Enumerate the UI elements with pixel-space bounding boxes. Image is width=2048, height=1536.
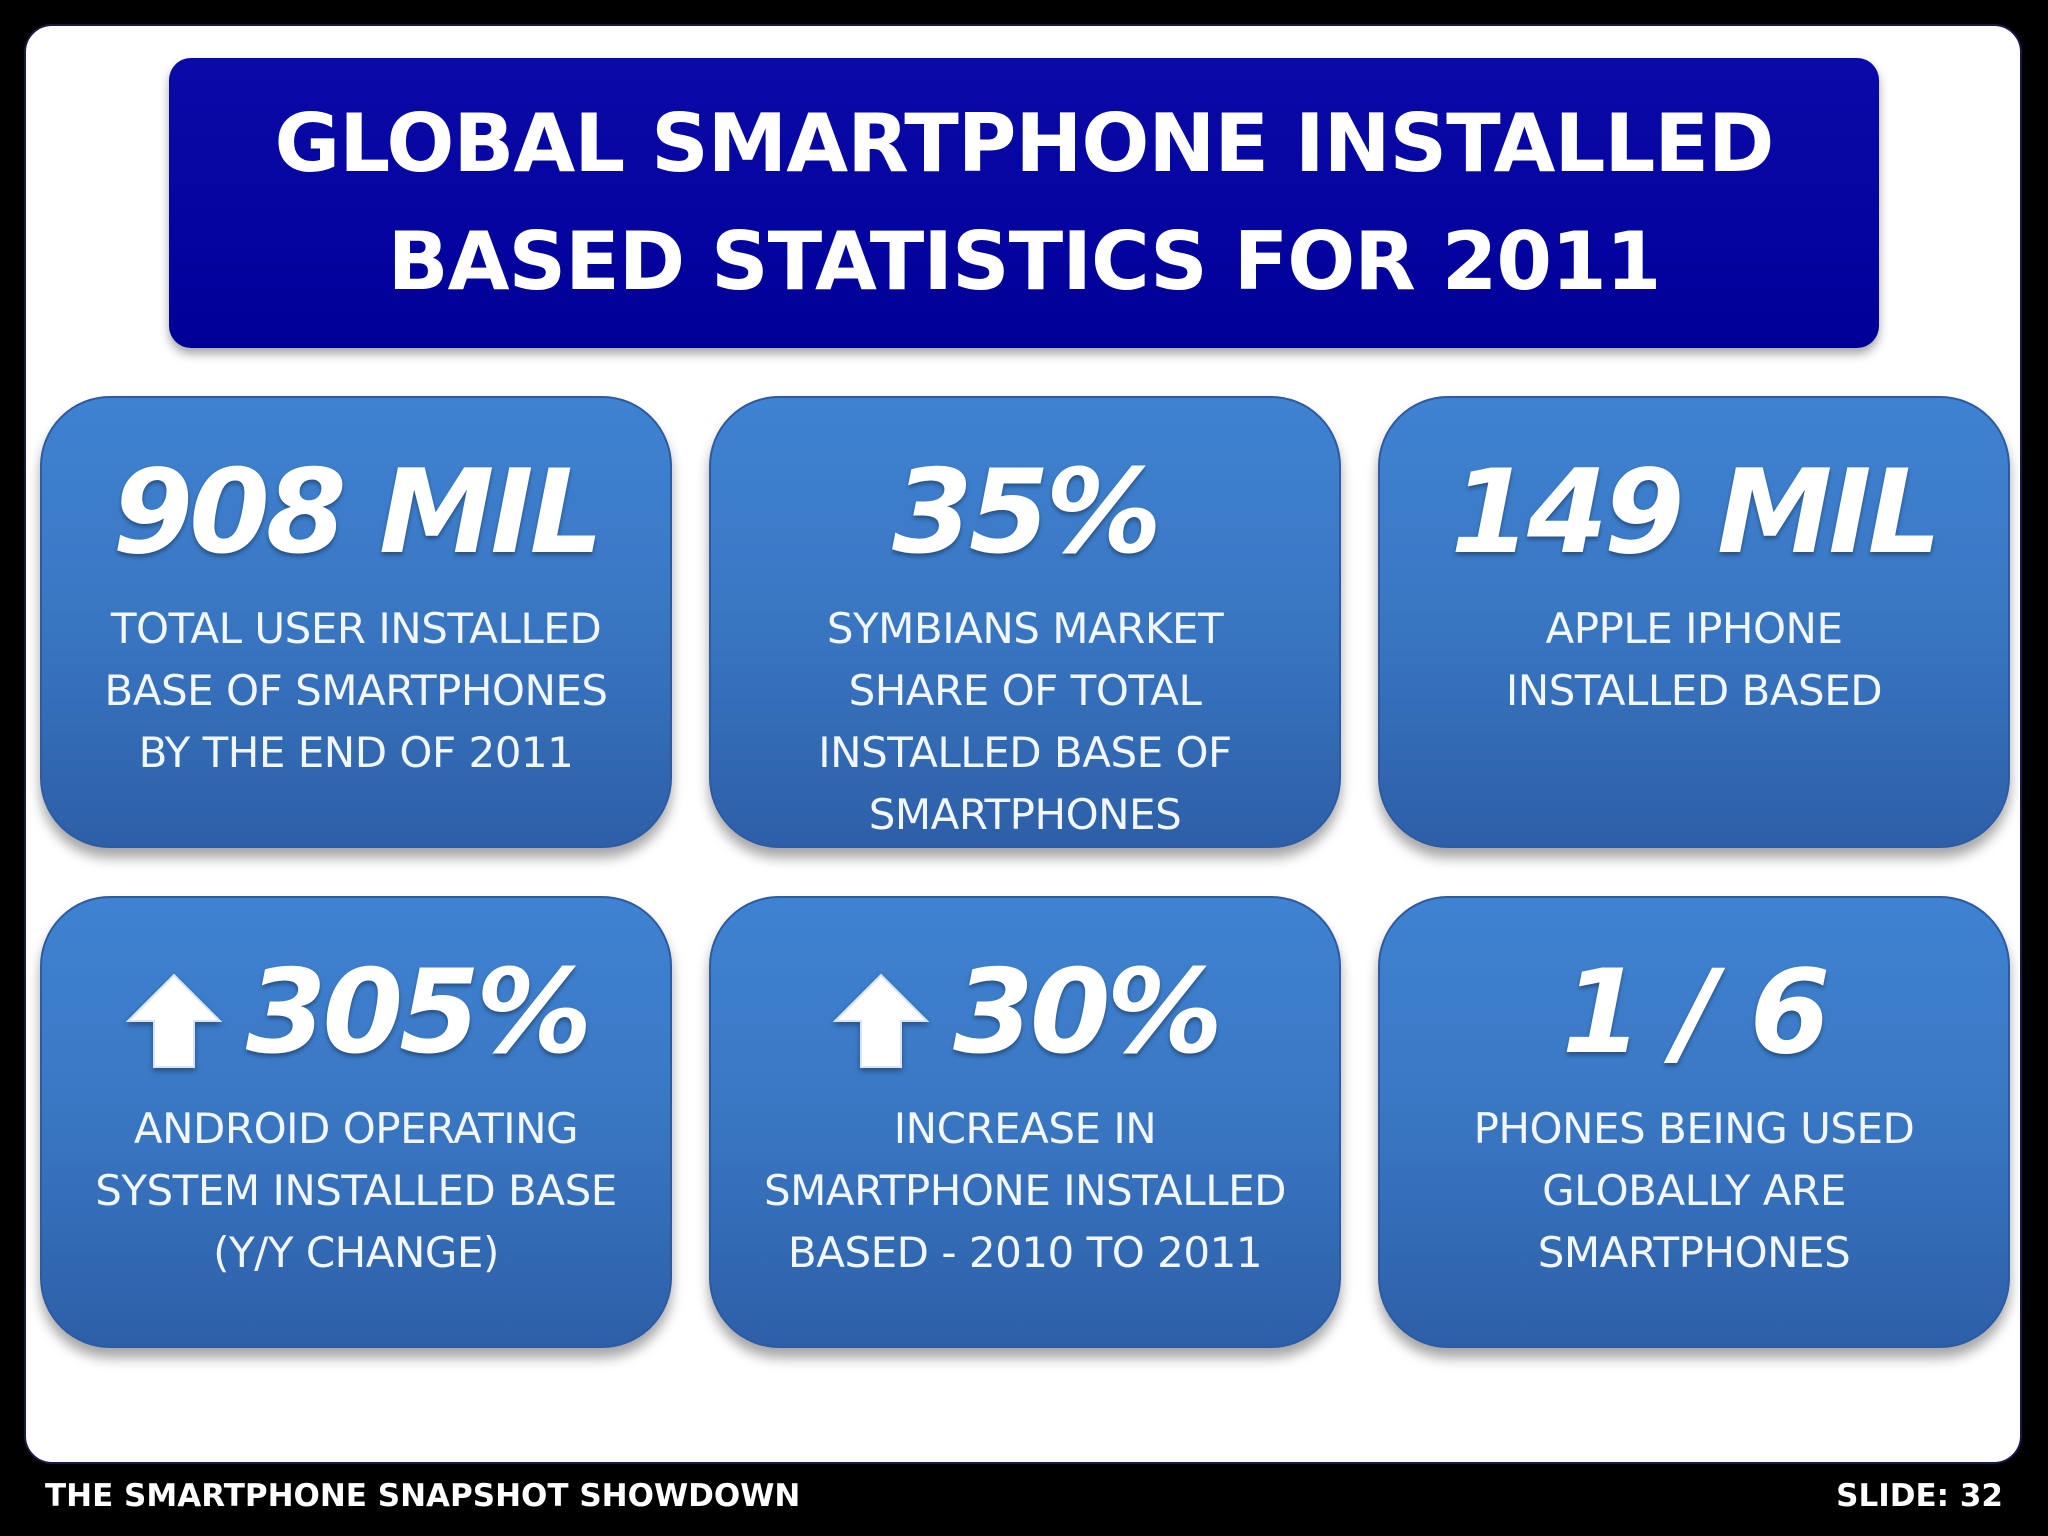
stat-value: 30% (953, 945, 1223, 1080)
stat-card-android-growth: 305% ANDROID OPERATING SYSTEM INSTALLED … (40, 896, 672, 1348)
stat-description: SYMBIANS MARKET SHARE OF TOTAL INSTALLED… (818, 604, 1232, 839)
stat-value: 149 MIL (1450, 445, 1941, 580)
stat-card-symbian-share: 35% SYMBIANS MARKET SHARE OF TOTAL INSTA… (709, 396, 1341, 848)
stat-value-row: 35% (711, 448, 1339, 578)
stat-value-row: 149 MIL (1380, 448, 2008, 578)
stat-description: PHONES BEING USED GLOBALLY ARE SMARTPHON… (1473, 1104, 1915, 1277)
stat-description: APPLE IPHONE INSTALLED BASED (1505, 604, 1883, 715)
stat-description: ANDROID OPERATING SYSTEM INSTALLED BASE … (95, 1104, 617, 1277)
stat-card-smartphone-increase: 30% INCREASE IN SMARTPHONE INSTALLED BAS… (709, 896, 1341, 1348)
footer-presentation-title: THE SMARTPHONE SNAPSHOT SHOWDOWN (45, 1478, 801, 1514)
stat-description: INCREASE IN SMARTPHONE INSTALLED BASED -… (764, 1104, 1286, 1277)
stat-value: 305% (245, 945, 592, 1080)
up-arrow-icon (125, 973, 223, 1068)
stat-value-row: 1 / 6 (1380, 948, 2008, 1078)
stat-value: 908 MIL (112, 445, 603, 580)
stat-value: 1 / 6 (1561, 945, 1831, 1080)
stat-card-total-installed-base: 908 MIL TOTAL USER INSTALLED BASE OF SMA… (40, 396, 672, 848)
stat-value-row: 908 MIL (42, 448, 670, 578)
stat-card-smartphone-ratio: 1 / 6 PHONES BEING USED GLOBALLY ARE SMA… (1378, 896, 2010, 1348)
footer-slide-number: SLIDE: 32 (1836, 1478, 2003, 1514)
stat-value-row: 305% (42, 948, 670, 1078)
stat-card-iphone-installed: 149 MIL APPLE IPHONE INSTALLED BASED (1378, 396, 2010, 848)
title-banner: GLOBAL SMARTPHONE INSTALLED BASED STATIS… (169, 58, 1879, 348)
stat-value: 35% (892, 445, 1162, 580)
stat-value-row: 30% (711, 948, 1339, 1078)
up-arrow-icon (832, 973, 930, 1068)
slide-title: GLOBAL SMARTPHONE INSTALLED BASED STATIS… (274, 97, 1775, 308)
stat-description: TOTAL USER INSTALLED BASE OF SMARTPHONES… (104, 604, 608, 777)
